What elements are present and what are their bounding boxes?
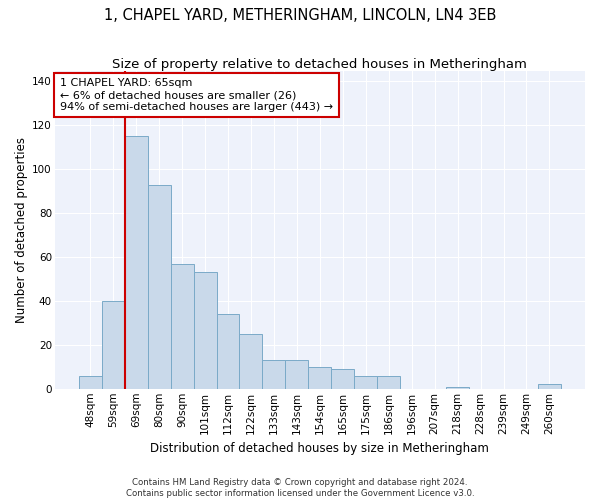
Bar — [217, 314, 239, 389]
Bar — [308, 367, 331, 389]
Bar — [170, 264, 194, 389]
Title: Size of property relative to detached houses in Metheringham: Size of property relative to detached ho… — [112, 58, 527, 70]
Bar — [377, 376, 400, 389]
Text: Contains HM Land Registry data © Crown copyright and database right 2024.
Contai: Contains HM Land Registry data © Crown c… — [125, 478, 475, 498]
Bar — [239, 334, 262, 389]
Y-axis label: Number of detached properties: Number of detached properties — [15, 136, 28, 322]
Text: 1, CHAPEL YARD, METHERINGHAM, LINCOLN, LN4 3EB: 1, CHAPEL YARD, METHERINGHAM, LINCOLN, L… — [104, 8, 496, 22]
Bar — [194, 272, 217, 389]
Bar — [125, 136, 148, 389]
Bar — [538, 384, 561, 389]
Bar — [286, 360, 308, 389]
Bar — [102, 301, 125, 389]
Text: 1 CHAPEL YARD: 65sqm
← 6% of detached houses are smaller (26)
94% of semi-detach: 1 CHAPEL YARD: 65sqm ← 6% of detached ho… — [60, 78, 333, 112]
Bar — [148, 184, 170, 389]
Bar — [262, 360, 286, 389]
Bar — [79, 376, 102, 389]
Bar — [354, 376, 377, 389]
Bar — [446, 386, 469, 389]
Bar — [331, 369, 354, 389]
X-axis label: Distribution of detached houses by size in Metheringham: Distribution of detached houses by size … — [151, 442, 489, 455]
